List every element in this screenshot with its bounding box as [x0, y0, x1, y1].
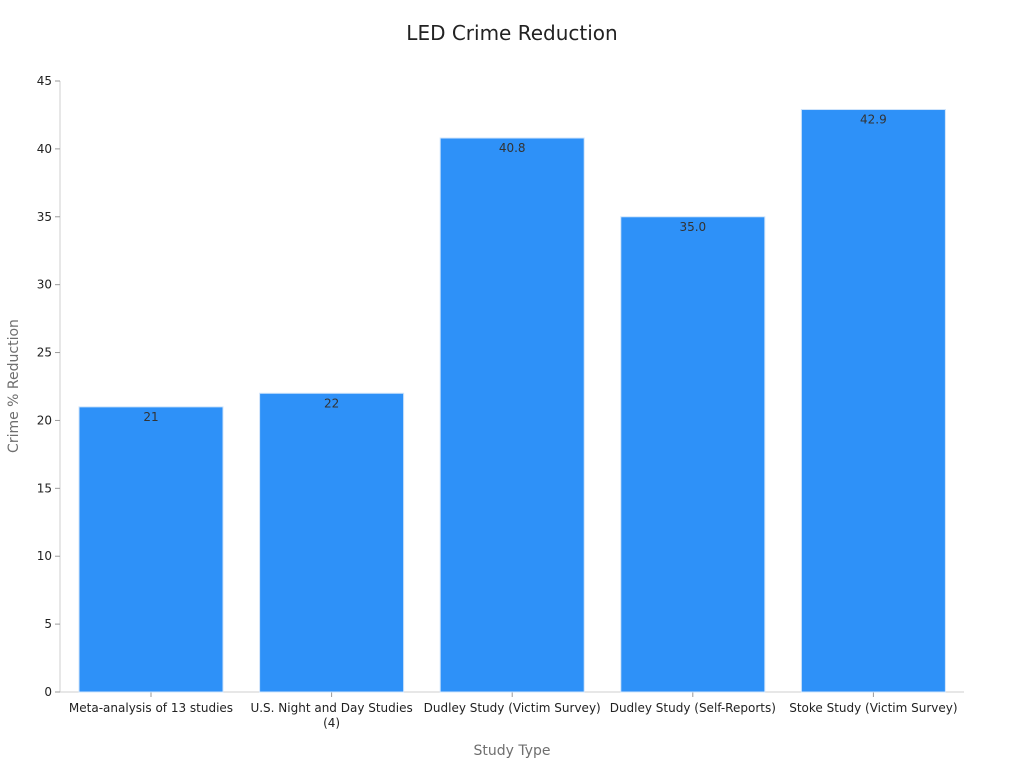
bar-value-label: 42.9: [860, 113, 887, 127]
bar: [259, 392, 405, 693]
bar: [439, 137, 585, 693]
y-tick-label: 40: [37, 142, 52, 156]
x-tick-label: Meta-analysis of 13 studies: [69, 701, 233, 715]
y-tick-label: 45: [37, 74, 52, 88]
y-tick-label: 15: [37, 481, 52, 495]
y-tick-label: 35: [37, 210, 52, 224]
y-tick-label: 10: [37, 549, 52, 563]
y-tick-label: 5: [44, 617, 52, 631]
bar-value-label: 21: [143, 410, 158, 424]
x-tick-label: Dudley Study (Victim Survey): [424, 701, 601, 715]
y-tick-label: 0: [44, 685, 52, 699]
x-tick-label: Dudley Study (Self-Reports): [610, 701, 776, 715]
x-tick-label: Stoke Study (Victim Survey): [789, 701, 957, 715]
chart-title: LED Crime Reduction: [406, 21, 617, 45]
y-axis: 0 5 10 15 20 25 30 35 40 45: [37, 74, 61, 699]
y-axis-label: Crime % Reduction: [6, 319, 22, 453]
y-tick-label: 25: [37, 346, 52, 360]
bar: [78, 406, 224, 693]
x-axis-label: Study Type: [473, 743, 550, 759]
y-tick-label: 30: [37, 278, 52, 292]
y-tick-label: 20: [37, 413, 52, 427]
data-labels: 21 22 40.8 35.0 42.9: [143, 113, 886, 424]
bar-value-label: 22: [324, 396, 339, 410]
x-tick-label: U.S. Night and Day Studies (4): [250, 701, 412, 730]
bar-value-label: 35.0: [679, 220, 706, 234]
bar: [620, 216, 766, 693]
bar-value-label: 40.8: [499, 141, 526, 155]
bar: [800, 109, 946, 693]
x-axis: Meta-analysis of 13 studies U.S. Night an…: [60, 691, 964, 730]
bars: [78, 109, 946, 693]
